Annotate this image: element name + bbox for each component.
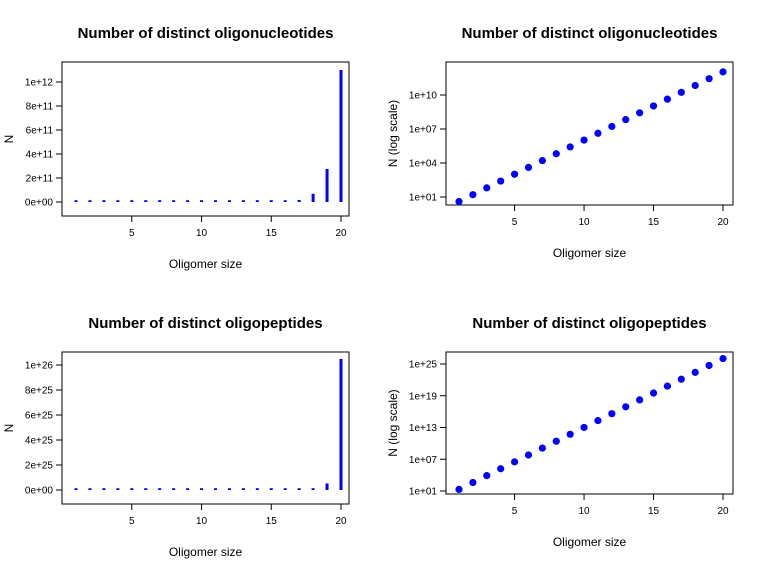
chart-title: Number of distinct oligonucleotides <box>78 25 334 42</box>
point-19 <box>705 75 713 83</box>
point-3 <box>483 472 491 480</box>
plot-frame <box>445 61 734 206</box>
y-tick-label: 6e+25 <box>25 411 54 422</box>
x-axis-label: Oligomer size <box>553 535 627 549</box>
point-13 <box>622 403 630 411</box>
point-8 <box>552 150 560 158</box>
y-axis-label: N (log scale) <box>386 389 400 456</box>
chart-panel-4: Number of distinct oligopeptides Oligomer… <box>386 315 734 549</box>
point-20 <box>719 68 727 76</box>
y-tick-label: 6e+11 <box>26 126 54 137</box>
x-tick-label: 5 <box>512 506 518 517</box>
x-tick-label: 20 <box>717 217 729 228</box>
y-axis-label: N <box>2 424 16 433</box>
x-tick-label: 10 <box>196 516 208 527</box>
point-8 <box>552 437 560 445</box>
point-6 <box>524 451 533 459</box>
point-6 <box>524 163 533 171</box>
y-axis-label: N (log scale) <box>386 100 400 167</box>
y-tick-label: 1e+12 <box>25 78 54 89</box>
y-tick-label: 1e+01 <box>409 193 438 204</box>
y-tick-label: 0e+00 <box>25 486 54 497</box>
point-3 <box>483 184 491 192</box>
point-9 <box>566 430 574 438</box>
x-tick-label: 15 <box>648 217 660 228</box>
y-tick-label: 1e+10 <box>409 91 438 102</box>
chart-panel-1: Number of distinct oligonucleotides Oligo… <box>2 25 350 271</box>
plot-frame <box>61 61 350 217</box>
x-tick-label: 15 <box>266 516 278 527</box>
point-4 <box>497 177 505 185</box>
x-tick-label: 20 <box>335 516 347 527</box>
chart-panel-3: Number of distinct oligopeptides Oligomer… <box>2 315 350 559</box>
point-10 <box>580 136 588 144</box>
point-2 <box>469 191 477 199</box>
y-tick-label: 1e+07 <box>409 125 438 136</box>
x-axis-label: Oligomer size <box>169 545 243 559</box>
x-tick-label: 5 <box>512 217 518 228</box>
x-tick-label: 10 <box>578 506 590 517</box>
y-tick-label: 1e+13 <box>409 423 438 434</box>
y-axis-label: N <box>2 135 16 144</box>
chart-panel-2: Number of distinct oligonucleotides Oligo… <box>386 25 734 260</box>
point-7 <box>538 156 546 165</box>
point-14 <box>636 109 644 117</box>
point-17 <box>677 375 685 383</box>
point-11 <box>594 129 602 137</box>
x-tick-label: 20 <box>335 228 347 239</box>
x-tick-label: 10 <box>578 217 590 228</box>
x-tick-label: 15 <box>266 228 278 239</box>
point-16 <box>663 95 672 103</box>
plot-frame <box>445 351 734 495</box>
point-1 <box>455 485 463 494</box>
point-2 <box>469 478 477 487</box>
point-18 <box>691 81 699 90</box>
y-tick-label: 2e+25 <box>25 461 54 472</box>
y-tick-label: 1e+07 <box>409 455 438 466</box>
y-tick-label: 8e+11 <box>26 102 54 113</box>
point-19 <box>705 361 713 370</box>
y-tick-label: 8e+25 <box>25 386 54 397</box>
chart-title: Number of distinct oligonucleotides <box>462 25 718 42</box>
point-16 <box>663 382 672 390</box>
x-tick-label: 15 <box>648 506 660 517</box>
x-tick-label: 5 <box>129 516 135 527</box>
point-15 <box>649 389 658 397</box>
y-tick-label: 1e+01 <box>409 487 438 498</box>
point-20 <box>719 354 727 363</box>
point-17 <box>677 88 685 96</box>
y-tick-label: 1e+25 <box>409 360 438 371</box>
point-11 <box>594 416 602 425</box>
point-18 <box>691 368 699 376</box>
point-4 <box>497 465 505 473</box>
y-tick-label: 0e+00 <box>25 198 54 209</box>
y-tick-label: 1e+26 <box>25 361 54 372</box>
point-5 <box>510 458 519 466</box>
y-tick-label: 2e+11 <box>26 174 54 185</box>
point-1 <box>455 197 463 206</box>
x-axis-label: Oligomer size <box>553 246 627 260</box>
point-5 <box>510 170 519 178</box>
x-axis-label: Oligomer size <box>169 257 243 271</box>
x-tick-label: 20 <box>717 506 729 517</box>
plot-frame <box>61 351 350 505</box>
point-14 <box>636 396 644 404</box>
point-9 <box>566 143 574 151</box>
point-13 <box>622 116 630 124</box>
y-tick-label: 1e+19 <box>409 391 438 402</box>
y-tick-label: 4e+11 <box>26 150 54 161</box>
y-tick-label: 1e+04 <box>409 159 438 170</box>
point-10 <box>580 423 588 432</box>
x-tick-label: 10 <box>196 228 208 239</box>
point-15 <box>649 102 658 110</box>
chart-title: Number of distinct oligopeptides <box>88 315 322 332</box>
point-12 <box>608 410 616 418</box>
point-12 <box>608 122 616 131</box>
chart-title: Number of distinct oligopeptides <box>472 315 706 332</box>
y-tick-label: 4e+25 <box>25 436 54 447</box>
point-7 <box>538 444 546 452</box>
x-tick-label: 5 <box>129 228 135 239</box>
